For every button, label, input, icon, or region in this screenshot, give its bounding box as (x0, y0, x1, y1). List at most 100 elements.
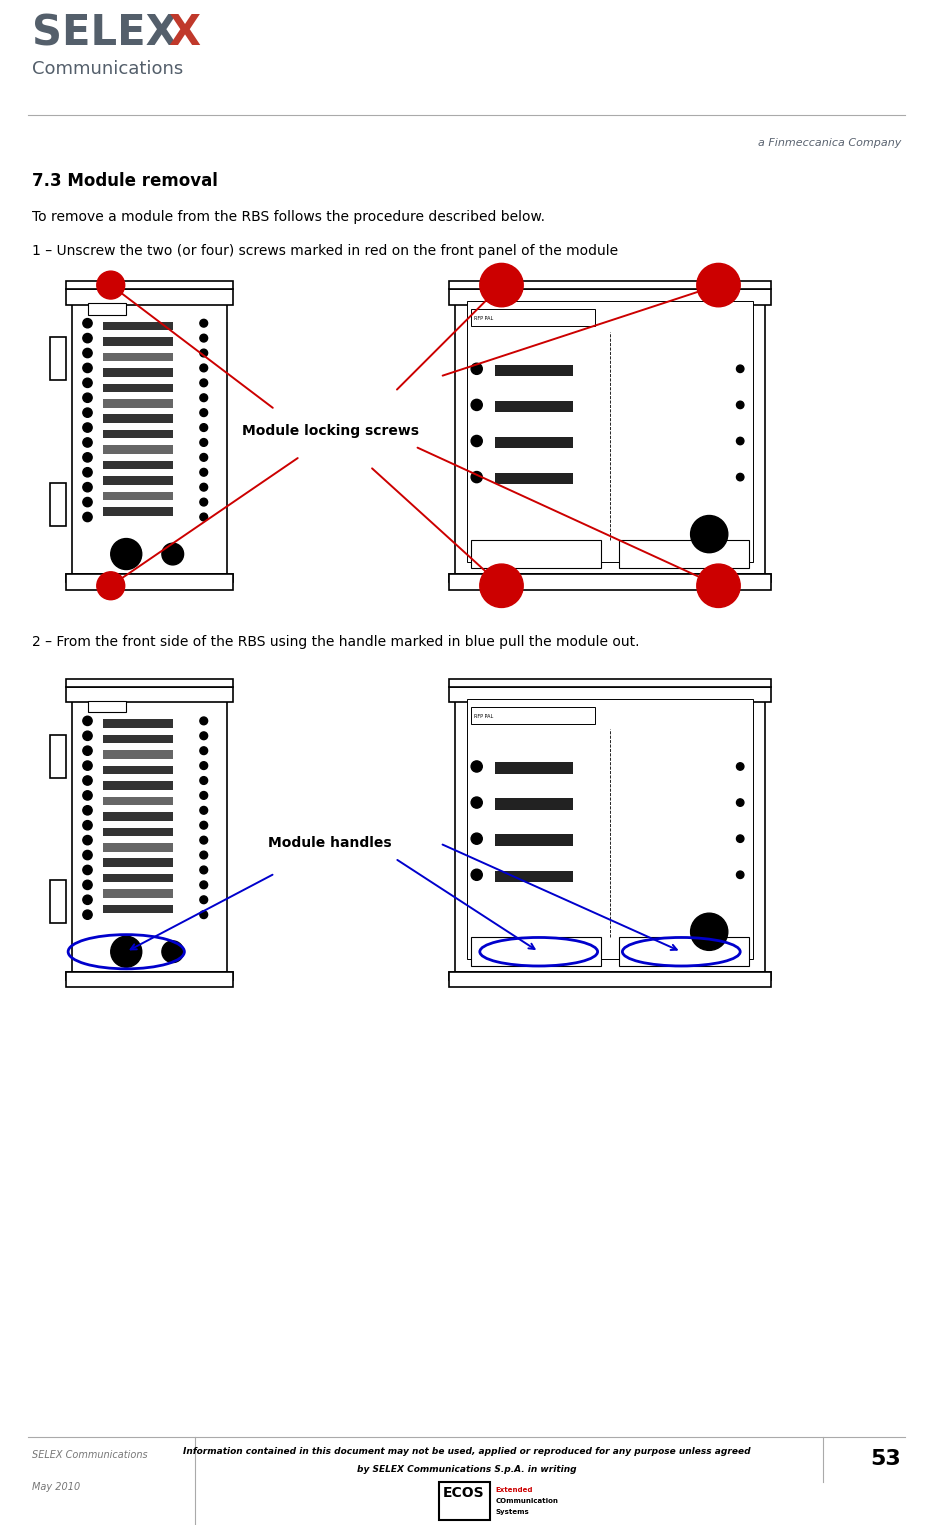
Bar (72, 290, 227, 573)
Circle shape (200, 409, 208, 416)
Text: Module handles: Module handles (268, 836, 392, 851)
Bar (449, 679, 772, 686)
Bar (66, 573, 233, 590)
Bar (620, 540, 749, 569)
Text: Extended: Extended (495, 1487, 533, 1493)
Text: by SELEX Communications S.p.A. in writing: by SELEX Communications S.p.A. in writin… (356, 1466, 577, 1475)
Circle shape (200, 499, 208, 506)
Bar (103, 476, 173, 485)
Circle shape (83, 910, 92, 920)
Text: 53: 53 (870, 1449, 901, 1469)
Text: SELEX: SELEX (32, 12, 178, 53)
Bar (495, 871, 573, 881)
Bar (103, 750, 173, 759)
Bar (103, 352, 173, 361)
Circle shape (200, 393, 208, 401)
Bar (439, 1482, 491, 1520)
Bar (495, 473, 573, 485)
Circle shape (83, 761, 92, 770)
Bar (449, 281, 772, 290)
Circle shape (83, 334, 92, 343)
Circle shape (200, 807, 208, 814)
Circle shape (471, 471, 482, 483)
Circle shape (736, 438, 744, 445)
Text: X: X (168, 12, 200, 53)
Bar (495, 798, 573, 810)
Circle shape (97, 572, 125, 599)
Bar (103, 766, 173, 775)
Bar (103, 874, 173, 883)
Circle shape (83, 880, 92, 889)
Text: To remove a module from the RBS follows the procedure described below.: To remove a module from the RBS follows … (32, 210, 545, 224)
Text: May 2010: May 2010 (32, 1482, 80, 1491)
Bar (470, 706, 594, 724)
Circle shape (200, 378, 208, 387)
Bar (103, 383, 173, 392)
Circle shape (83, 363, 92, 372)
Circle shape (736, 762, 744, 770)
Circle shape (200, 439, 208, 447)
Bar (103, 889, 173, 898)
Bar (103, 506, 173, 515)
Circle shape (480, 264, 523, 307)
Bar (103, 843, 173, 851)
Circle shape (200, 453, 208, 461)
Circle shape (471, 869, 482, 880)
Bar (449, 573, 772, 590)
Bar (88, 702, 126, 712)
Circle shape (471, 833, 482, 845)
Circle shape (200, 349, 208, 357)
Bar (103, 415, 173, 422)
Circle shape (83, 791, 92, 801)
Bar (50, 735, 66, 778)
Circle shape (83, 438, 92, 447)
Bar (449, 573, 772, 583)
Circle shape (83, 820, 92, 830)
Bar (103, 859, 173, 866)
Circle shape (690, 515, 728, 552)
Text: 1 – Unscrew the two (or four) screws marked in red on the front panel of the mod: 1 – Unscrew the two (or four) screws mar… (32, 244, 619, 258)
Circle shape (83, 851, 92, 860)
Circle shape (97, 271, 125, 299)
Bar (66, 290, 233, 305)
Bar (495, 834, 573, 846)
Circle shape (697, 564, 740, 607)
Circle shape (200, 319, 208, 326)
Circle shape (83, 895, 92, 904)
Bar (66, 971, 233, 987)
Circle shape (111, 936, 142, 967)
Bar (66, 281, 233, 290)
Bar (66, 573, 233, 583)
Bar (103, 322, 173, 331)
Bar (449, 971, 772, 979)
Bar (449, 971, 772, 987)
Bar (103, 461, 173, 470)
Circle shape (162, 543, 184, 564)
Bar (103, 491, 173, 500)
Circle shape (471, 798, 482, 808)
Bar (103, 720, 173, 727)
Circle shape (200, 791, 208, 799)
Circle shape (200, 483, 208, 491)
Circle shape (200, 761, 208, 770)
Bar (103, 828, 173, 836)
Bar (470, 540, 601, 569)
Circle shape (83, 319, 92, 328)
Bar (103, 430, 173, 438)
Text: Information contained in this document may not be used, applied or reproduced fo: Information contained in this document m… (183, 1447, 750, 1456)
Circle shape (162, 941, 184, 962)
Circle shape (83, 836, 92, 845)
Circle shape (736, 836, 744, 842)
Text: Systems: Systems (495, 1510, 529, 1514)
Bar (50, 880, 66, 923)
Circle shape (200, 334, 208, 342)
Text: Communications: Communications (32, 59, 183, 78)
Circle shape (200, 836, 208, 843)
Text: Module locking screws: Module locking screws (242, 424, 419, 439)
Text: ECOS: ECOS (442, 1485, 484, 1501)
Circle shape (83, 422, 92, 432)
Bar (455, 686, 765, 971)
Bar (495, 364, 573, 377)
Circle shape (83, 865, 92, 875)
Circle shape (200, 910, 208, 918)
